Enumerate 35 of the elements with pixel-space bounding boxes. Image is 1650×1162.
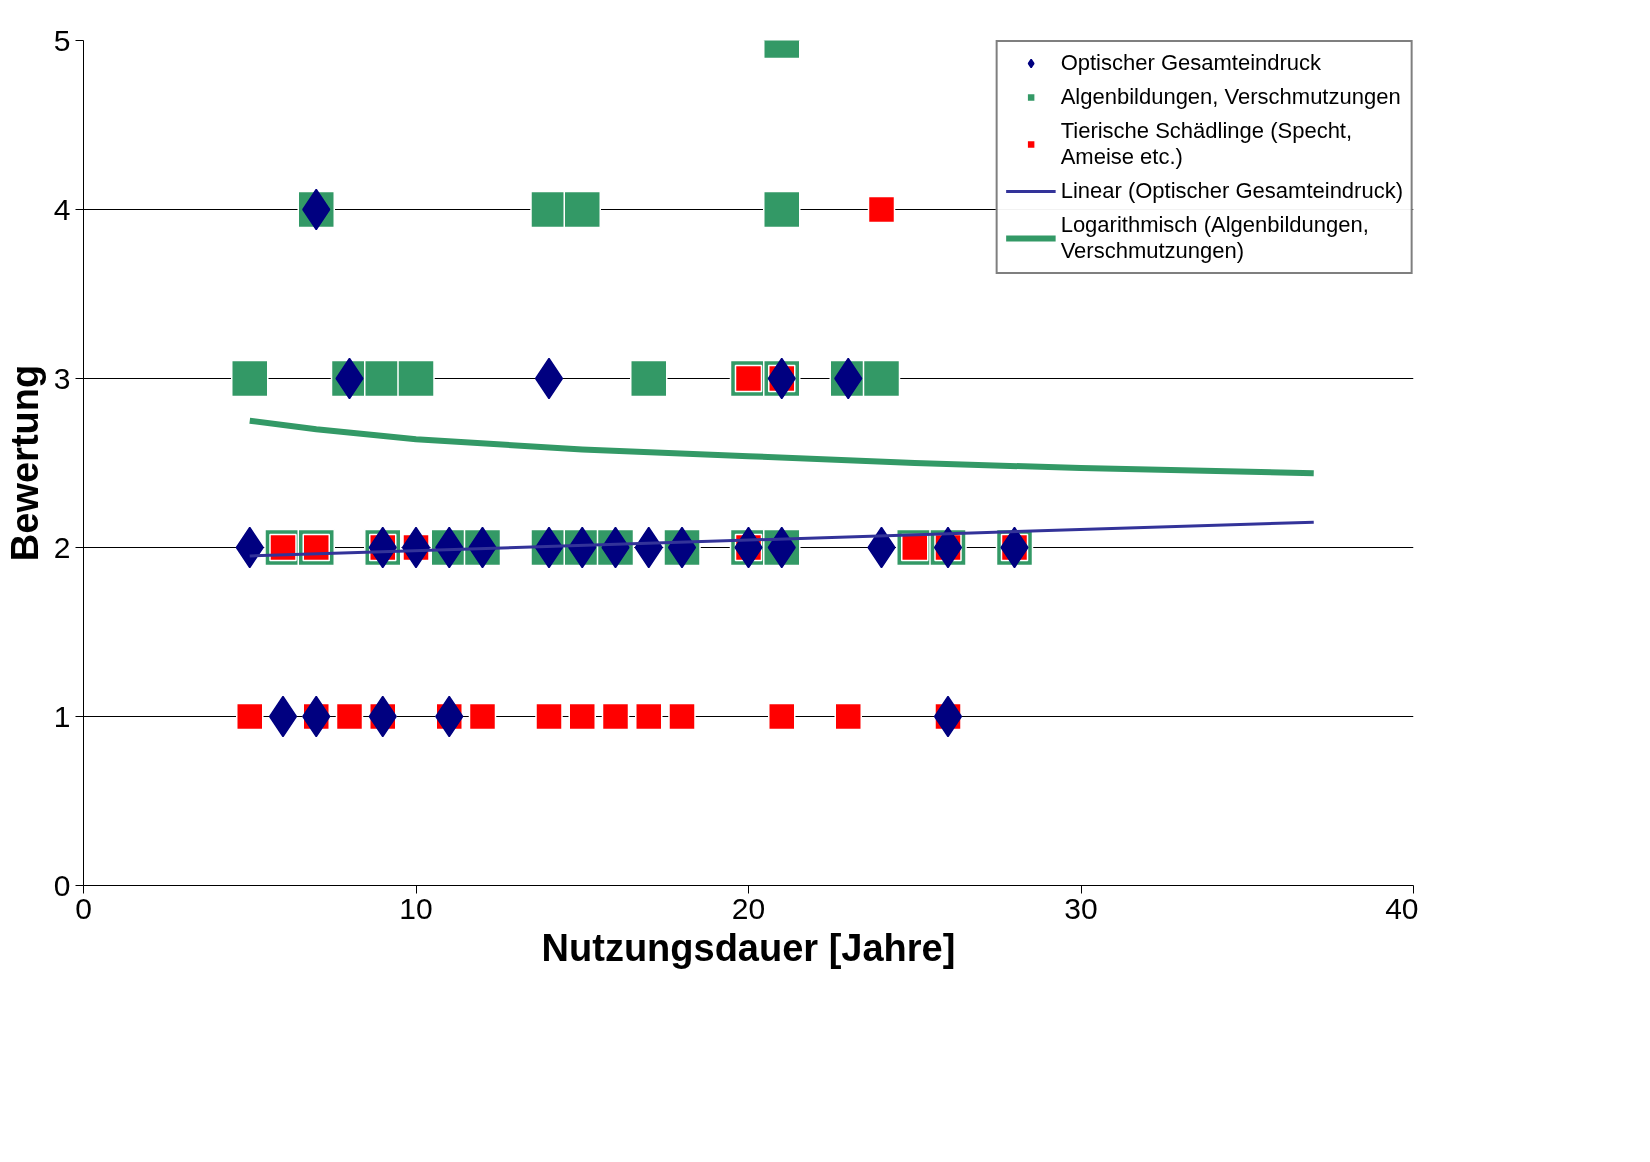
legend-label: Linear (Optischer Gesamteindruck) — [1060, 178, 1403, 204]
point — [563, 190, 601, 229]
point — [763, 190, 801, 229]
legend-label: Optischer Gesamteindruck — [1060, 50, 1322, 76]
legend-label: Logarithmisch (Algenbildungen, Verschmutzungen) — [1060, 212, 1369, 264]
point — [630, 359, 668, 398]
point — [568, 702, 596, 731]
point — [397, 359, 435, 398]
point — [335, 702, 364, 731]
y-axis-title: Bewertung — [3, 364, 46, 562]
y-tick-label: 2 — [53, 530, 71, 564]
point — [601, 702, 630, 731]
point — [834, 702, 862, 731]
x-tick-label: 10 — [399, 891, 433, 925]
x-axis-title: Nutzungsdauer [Jahre] — [541, 926, 956, 969]
legend-label: Tierische Schädlinge (Specht, Ameise etc.) — [1060, 118, 1353, 170]
point — [768, 702, 796, 731]
x-tick-label: 40 — [1385, 891, 1419, 925]
x-tick-label: 0 — [75, 891, 92, 925]
point — [668, 702, 696, 731]
point — [236, 702, 264, 731]
point — [635, 702, 663, 731]
y-tick-label: 3 — [53, 361, 71, 395]
y-tick-label: 1 — [53, 699, 71, 733]
point — [535, 702, 563, 731]
point — [468, 702, 497, 731]
x-tick-label: 20 — [731, 891, 766, 925]
point — [231, 359, 269, 398]
point — [867, 195, 896, 224]
legend-label: Algenbildungen, Verschmutzungen — [1060, 84, 1401, 110]
y-tick-label: 5 — [53, 23, 71, 57]
y-tick-label: 4 — [53, 192, 71, 226]
y-tick-label: 0 — [53, 868, 71, 902]
x-tick-label: 30 — [1064, 891, 1098, 925]
point — [862, 359, 901, 398]
